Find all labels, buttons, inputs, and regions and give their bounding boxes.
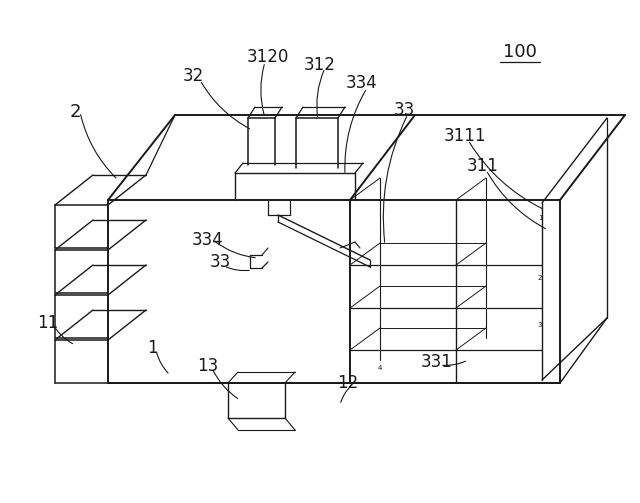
- Text: 13: 13: [197, 357, 219, 375]
- Text: 2: 2: [69, 103, 81, 121]
- Text: 12: 12: [337, 374, 358, 392]
- Text: 334: 334: [192, 231, 224, 249]
- Text: 311: 311: [467, 157, 499, 175]
- Text: 1: 1: [147, 339, 157, 357]
- Text: 3111: 3111: [444, 127, 486, 145]
- Text: 33: 33: [209, 253, 230, 271]
- Text: 331: 331: [421, 353, 453, 371]
- Text: 32: 32: [182, 67, 204, 85]
- Text: 4: 4: [378, 365, 382, 371]
- Text: 2: 2: [538, 275, 542, 281]
- Text: 3120: 3120: [247, 48, 289, 66]
- Text: 100: 100: [503, 43, 537, 61]
- Text: 11: 11: [37, 314, 59, 332]
- Text: 1: 1: [538, 215, 542, 221]
- Text: 334: 334: [346, 74, 378, 92]
- Text: 33: 33: [394, 101, 415, 119]
- Text: 312: 312: [304, 56, 336, 74]
- Text: 3: 3: [538, 322, 542, 328]
